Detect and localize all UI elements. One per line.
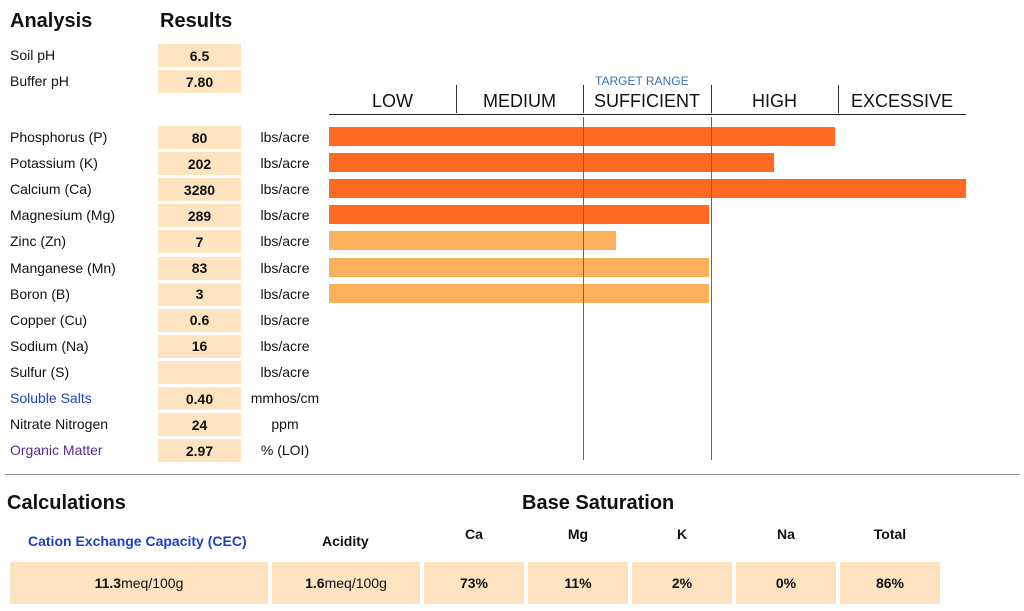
scale-category: MEDIUM <box>483 90 556 111</box>
scale-separator <box>711 85 712 113</box>
nutrient-unit: lbs/acre <box>260 363 310 380</box>
nutrient-unit: lbs/acre <box>260 311 310 328</box>
nutrient-value: 83 <box>158 256 241 280</box>
nutrient-bar <box>329 153 774 173</box>
nutrient-unit: ppm <box>271 416 299 433</box>
base-saturation-value: 0% <box>736 562 836 604</box>
base-saturation-label: K <box>676 526 688 542</box>
ph-label: Buffer pH <box>10 73 69 89</box>
nutrient-label: Copper (Cu) <box>10 311 88 328</box>
scale-separator <box>456 85 457 113</box>
nutrient-value: 0.40 <box>158 387 241 410</box>
nutrient-bar <box>329 283 709 303</box>
nutrient-value: 3280 <box>158 178 241 202</box>
nutrient-value: 2.97 <box>158 439 241 463</box>
base-saturation-value: 73% <box>424 562 524 604</box>
cec-unit: meq/100g <box>121 575 184 591</box>
nutrient-unit: mmhos/cm <box>250 390 320 406</box>
nutrient-label: Sulfur (S) <box>10 363 70 380</box>
nutrient-label: Calcium (Ca) <box>10 181 92 198</box>
nutrient-unit: lbs/acre <box>260 285 310 302</box>
ph-label: Soil pH <box>10 47 56 63</box>
scale-category: LOW <box>371 90 413 111</box>
cec-value: 11.3 <box>94 575 122 591</box>
nutrient-label: Phosphorus (P) <box>10 129 108 145</box>
acidity-unit: meq/100g <box>324 575 387 591</box>
nutrient-value: 80 <box>158 126 241 149</box>
nutrient-value: 0.6 <box>158 308 241 332</box>
target-range-start-line <box>583 117 584 460</box>
acidity-value: 1.6 <box>305 575 325 591</box>
scale-separator <box>838 85 839 113</box>
nutrient-unit: lbs/acre <box>260 337 310 354</box>
results-heading: Results <box>160 10 233 32</box>
nutrient-value <box>158 360 241 384</box>
base-saturation-label: Na <box>777 526 795 542</box>
nutrient-value: 24 <box>158 413 241 437</box>
nutrient-value: 16 <box>158 334 241 358</box>
base-saturation-label: Mg <box>567 526 589 542</box>
base-saturation-heading: Base Saturation <box>522 492 675 514</box>
nutrient-value: 3 <box>158 282 241 306</box>
nutrient-unit: lbs/acre <box>260 259 310 276</box>
acidity-label: Acidity <box>322 533 369 549</box>
base-saturation-label: Total <box>873 526 907 542</box>
nutrient-value: 202 <box>158 152 241 176</box>
nutrient-label: Sodium (Na) <box>10 337 89 354</box>
scale-separator <box>583 85 584 113</box>
nutrient-value: 289 <box>158 204 241 228</box>
nutrient-bar <box>329 127 835 146</box>
nutrient-unit: lbs/acre <box>260 233 310 250</box>
ph-value: 7.80 <box>158 70 241 93</box>
scale-baseline <box>329 114 966 115</box>
nutrient-unit: % (LOI) <box>260 442 310 459</box>
nutrient-unit: lbs/acre <box>260 181 310 198</box>
nutrient-label: Potassium (K) <box>10 155 98 172</box>
nutrient-label: Nitrate Nitrogen <box>10 416 109 433</box>
nutrient-bar <box>329 257 709 277</box>
scale-category: HIGH <box>752 90 797 111</box>
nutrient-label: Manganese (Mn) <box>10 259 116 276</box>
base-saturation-value: 86% <box>840 562 940 604</box>
calculations-heading: Calculations <box>7 492 126 514</box>
nutrient-value: 7 <box>158 230 241 254</box>
nutrient-bar <box>329 205 709 225</box>
nutrient-unit: lbs/acre <box>260 155 310 172</box>
nutrient-bar <box>329 231 616 251</box>
target-range-end-line <box>711 117 712 460</box>
analysis-heading: Analysis <box>10 10 93 32</box>
nutrient-label: Zinc (Zn) <box>10 233 66 250</box>
nutrient-unit: lbs/acre <box>260 129 310 145</box>
target-range-label: TARGET RANGE <box>595 74 689 88</box>
nutrient-unit: lbs/acre <box>260 207 310 224</box>
cec-label: Cation Exchange Capacity (CEC) <box>28 533 247 549</box>
cec-value-cell: 11.3 meq/100g <box>10 562 268 604</box>
acidity-value-cell: 1.6 meq/100g <box>272 562 420 604</box>
nutrient-label: Magnesium (Mg) <box>10 207 116 224</box>
nutrient-label: Soluble Salts <box>10 390 92 406</box>
ph-value: 6.5 <box>158 44 241 67</box>
nutrient-bar <box>329 179 966 199</box>
nutrient-label: Organic Matter <box>10 442 103 459</box>
nutrient-label: Boron (B) <box>10 285 70 302</box>
scale-category: SUFFICIENT <box>594 90 700 111</box>
scale-category: EXCESSIVE <box>850 90 954 111</box>
base-saturation-value: 2% <box>632 562 732 604</box>
base-saturation-value: 11% <box>528 562 628 604</box>
section-divider <box>5 474 1020 475</box>
base-saturation-label: Ca <box>465 526 483 542</box>
